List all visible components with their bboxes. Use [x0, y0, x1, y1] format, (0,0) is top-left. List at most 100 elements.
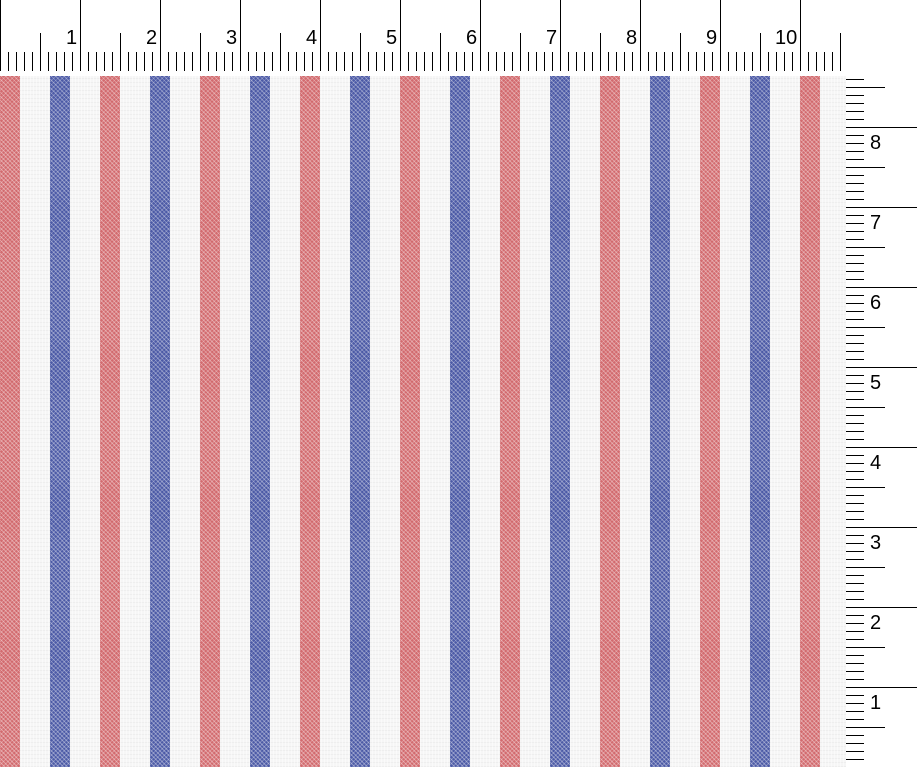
minor-tick	[608, 52, 609, 71]
minor-tick	[846, 183, 864, 184]
minor-tick	[656, 52, 657, 71]
minor-tick	[846, 335, 864, 336]
minor-tick	[846, 343, 864, 344]
minor-tick	[846, 471, 864, 472]
minor-tick	[846, 535, 864, 536]
right-ruler-label: 6	[870, 292, 882, 314]
minor-tick	[846, 295, 864, 296]
minor-tick	[256, 52, 257, 71]
red-stripe	[300, 76, 320, 767]
minor-tick	[72, 52, 73, 71]
right-ruler-label: 8	[870, 132, 882, 154]
major-tick	[846, 287, 917, 288]
minor-tick	[846, 415, 864, 416]
minor-tick	[846, 255, 864, 256]
minor-tick	[816, 52, 817, 71]
minor-tick	[846, 215, 864, 216]
minor-tick	[512, 52, 513, 71]
minor-tick	[776, 52, 777, 71]
minor-tick	[328, 52, 329, 71]
red-stripe	[500, 76, 520, 767]
top-ruler-label: 6	[466, 27, 478, 49]
minor-tick	[368, 52, 369, 71]
major-tick	[240, 0, 241, 71]
major-tick	[480, 0, 481, 71]
minor-tick	[472, 52, 473, 71]
minor-tick	[846, 439, 864, 440]
minor-tick	[264, 52, 265, 71]
minor-tick	[846, 271, 864, 272]
minor-tick	[296, 52, 297, 71]
major-tick	[640, 0, 641, 71]
top-ruler-label: 2	[146, 27, 158, 49]
minor-tick	[312, 52, 313, 71]
minor-tick	[504, 52, 505, 71]
minor-tick	[408, 52, 409, 71]
half-tick	[120, 33, 121, 71]
minor-tick	[846, 231, 864, 232]
minor-tick	[216, 52, 217, 71]
major-tick	[846, 687, 917, 688]
minor-tick	[376, 52, 377, 71]
major-tick	[0, 0, 1, 71]
minor-tick	[232, 52, 233, 71]
minor-tick	[392, 52, 393, 71]
minor-tick	[736, 52, 737, 71]
minor-tick	[32, 52, 33, 71]
minor-tick	[846, 351, 864, 352]
minor-tick	[846, 175, 864, 176]
half-tick	[680, 33, 681, 71]
minor-tick	[576, 52, 577, 71]
minor-tick	[846, 599, 864, 600]
minor-tick	[846, 519, 864, 520]
half-tick	[600, 33, 601, 71]
minor-tick	[48, 52, 49, 71]
half-tick	[846, 87, 885, 88]
major-tick	[846, 207, 917, 208]
blue-stripe	[450, 76, 470, 767]
minor-tick	[846, 751, 864, 752]
minor-tick	[846, 431, 864, 432]
red-stripe	[600, 76, 620, 767]
top-ruler-label: 9	[706, 27, 718, 49]
half-tick	[846, 247, 885, 248]
minor-tick	[552, 52, 553, 71]
minor-tick	[568, 52, 569, 71]
minor-tick	[176, 52, 177, 71]
minor-tick	[208, 52, 209, 71]
half-tick	[846, 567, 885, 568]
minor-tick	[696, 52, 697, 71]
minor-tick	[352, 52, 353, 71]
major-tick	[846, 527, 917, 528]
minor-tick	[846, 159, 864, 160]
minor-tick	[344, 52, 345, 71]
minor-tick	[616, 52, 617, 71]
major-tick	[800, 0, 801, 71]
minor-tick	[846, 463, 864, 464]
half-tick	[846, 727, 885, 728]
minor-tick	[846, 391, 864, 392]
minor-tick	[336, 52, 337, 71]
right-ruler-label: 1	[870, 692, 882, 714]
red-stripe	[800, 76, 820, 767]
minor-tick	[846, 455, 864, 456]
minor-tick	[24, 52, 25, 71]
minor-tick	[496, 52, 497, 71]
minor-tick	[846, 479, 864, 480]
minor-tick	[592, 52, 593, 71]
minor-tick	[584, 52, 585, 71]
minor-tick	[846, 111, 864, 112]
minor-tick	[846, 375, 864, 376]
major-tick	[846, 447, 917, 448]
major-tick	[846, 367, 917, 368]
half-tick	[846, 647, 885, 648]
half-tick	[846, 167, 885, 168]
minor-tick	[846, 311, 864, 312]
minor-tick	[152, 52, 153, 71]
minor-tick	[846, 551, 864, 552]
top-ruler-label: 10	[775, 27, 798, 49]
major-tick	[320, 0, 321, 71]
minor-tick	[144, 52, 145, 71]
right-ruler-label: 7	[870, 212, 882, 234]
minor-tick	[184, 52, 185, 71]
